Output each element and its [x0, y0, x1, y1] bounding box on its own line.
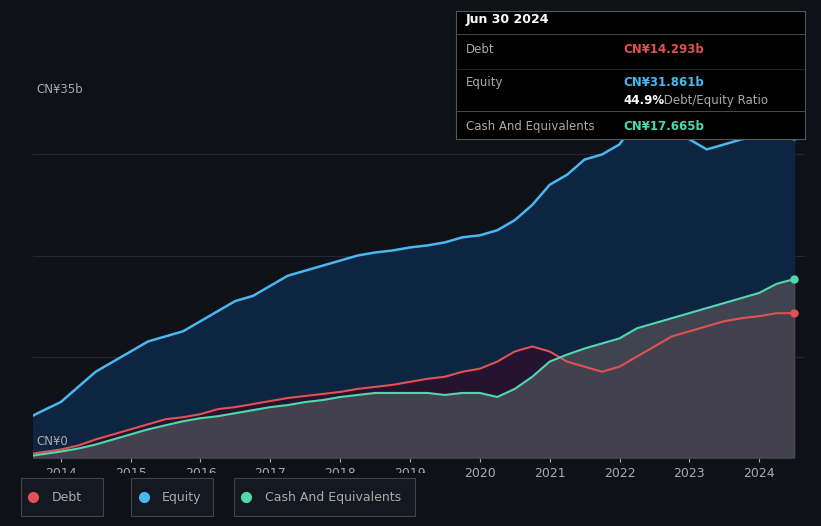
Text: Debt/Equity Ratio: Debt/Equity Ratio — [660, 94, 768, 107]
Text: Cash And Equivalents: Cash And Equivalents — [466, 120, 594, 133]
Text: Equity: Equity — [466, 76, 503, 89]
Text: Jun 30 2024: Jun 30 2024 — [466, 13, 549, 26]
Text: CN¥17.665b: CN¥17.665b — [623, 120, 704, 133]
Text: Cash And Equivalents: Cash And Equivalents — [264, 491, 401, 503]
Text: CN¥14.293b: CN¥14.293b — [623, 43, 704, 56]
Text: Equity: Equity — [163, 491, 202, 503]
Text: Debt: Debt — [51, 491, 81, 503]
FancyBboxPatch shape — [131, 478, 213, 516]
Text: Debt: Debt — [466, 43, 495, 56]
FancyBboxPatch shape — [21, 478, 103, 516]
Text: CN¥35b: CN¥35b — [37, 83, 83, 96]
FancyBboxPatch shape — [234, 478, 415, 516]
Text: CN¥31.861b: CN¥31.861b — [623, 76, 704, 89]
Text: CN¥0: CN¥0 — [37, 435, 68, 448]
Text: 44.9%: 44.9% — [623, 94, 664, 107]
